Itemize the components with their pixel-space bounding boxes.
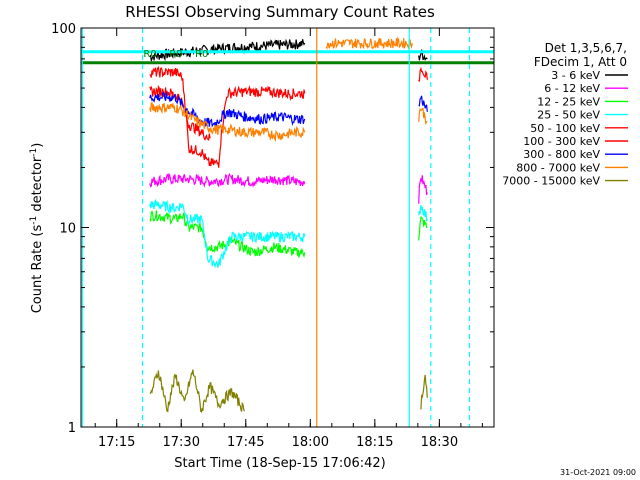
series-3-6-kev-segment-1	[418, 49, 428, 61]
legend-header-line-1: Det 1,3,5,6,7,	[545, 41, 627, 55]
axes: 17:15 17:30 17:45 18:00 18:15 18:30 1 10 100	[51, 22, 494, 450]
plot-overlays: R0 R0 R0	[81, 28, 494, 427]
series-25-50-kev-segment-1	[418, 205, 428, 222]
x-tick-label-5: 18:30	[421, 435, 458, 450]
series-50-100-kev-segment-0	[149, 66, 306, 168]
y-axis-label: Count Rate (s-1 detector-1)	[29, 143, 45, 314]
series-25-50-kev-segment-0	[149, 198, 306, 269]
legend-label-50-100-kev: 50 - 100 keV	[530, 122, 600, 135]
legend-header-line-2: FDecim 1, Att 0	[534, 55, 627, 69]
series-800-7000-kev-segment-1	[325, 36, 413, 51]
x-tick-label-4: 18:15	[356, 435, 393, 450]
series-300-800-kev-segment-1	[418, 95, 428, 112]
legend-label-300-800-kev: 300 - 800 keV	[523, 148, 600, 161]
series-50-100-kev-segment-1	[418, 66, 428, 82]
x-tick-label-1: 17:30	[163, 435, 200, 450]
legend-label-12-25-kev: 12 - 25 keV	[537, 95, 600, 108]
series-6-12-kev-segment-0	[149, 172, 306, 188]
x-tick-label-0: 17:15	[98, 435, 135, 450]
annotation-0: R0	[143, 49, 156, 60]
x-tick-label-3: 18:00	[292, 435, 329, 450]
legend-label-6-12-kev: 6 - 12 keV	[544, 82, 600, 95]
series-6-12-kev-segment-1	[418, 175, 428, 204]
plot-data	[149, 36, 428, 413]
series-12-25-kev-segment-1	[418, 216, 428, 241]
series-800-7000-kev-segment-0	[149, 102, 306, 143]
legend-label-3-6-kev: 3 - 6 keV	[551, 69, 600, 82]
series-7000-15000-kev-segment-0	[149, 369, 246, 413]
y-tick-label-1: 10	[59, 222, 76, 237]
legend-label-25-50-kev: 25 - 50 keV	[537, 109, 600, 122]
date-stamp: 31-Oct-2021 09:00	[560, 468, 636, 477]
y-tick-label-2: 100	[51, 22, 76, 37]
legend-label-800-7000-kev: 800 - 7000 keV	[516, 161, 600, 174]
chart-title: RHESSI Observing Summary Count Rates	[125, 3, 435, 21]
annotation-1: R0	[169, 49, 182, 60]
x-tick-label-2: 17:45	[227, 435, 264, 450]
series-800-7000-kev-segment-2	[418, 107, 428, 126]
series-7000-15000-kev-segment-1	[420, 374, 428, 410]
legend-label-7000-15000-kev: 7000 - 15000 keV	[502, 175, 600, 188]
legend-label-100-300-kev: 100 - 300 keV	[523, 135, 600, 148]
annotation-2: R0	[195, 49, 208, 60]
y-tick-label-0: 1	[68, 421, 76, 436]
x-axis-label: Start Time (18-Sep-15 17:06:42)	[174, 456, 385, 471]
series-300-800-kev-segment-0	[149, 90, 306, 129]
